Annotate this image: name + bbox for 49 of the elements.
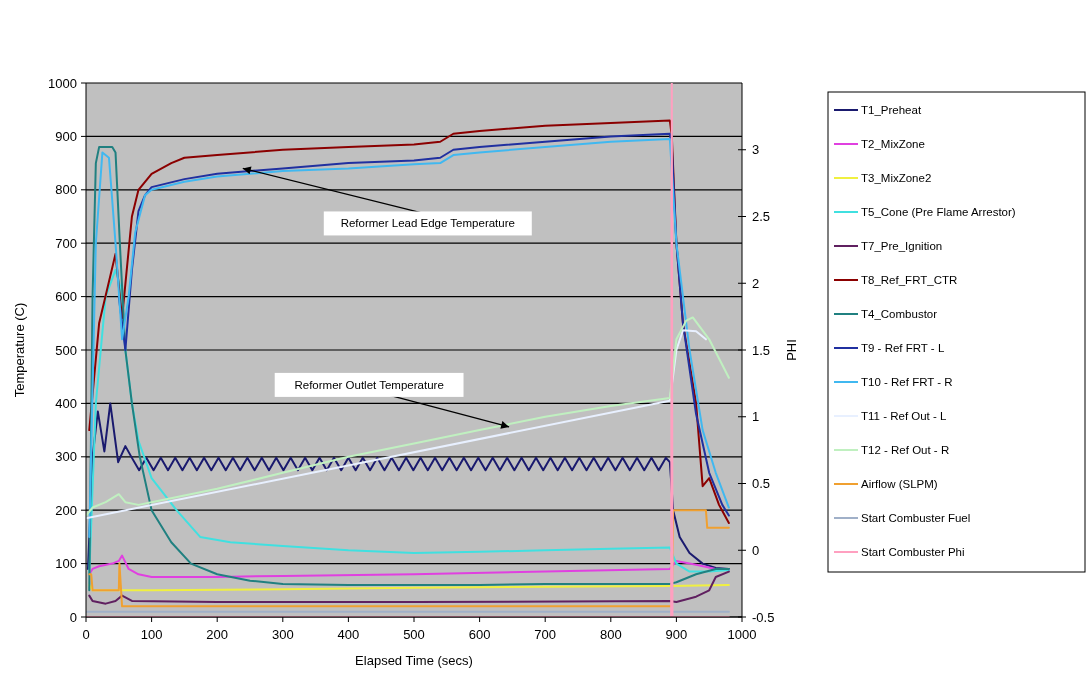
y2-tick-label: 0 [752,542,760,558]
x-tick-label: 1000 [727,627,757,642]
legend-label: T4_Combustor [861,308,938,320]
y2-tick-label: -0.5 [752,609,775,625]
legend-label: T9 - Ref FRT - L [861,342,945,354]
x-tick-label: 200 [206,627,229,642]
y-tick-label: 200 [55,502,77,518]
legend-label: T11 - Ref Out - L [861,410,948,422]
legend-label: Start Combuster Phi [861,546,965,558]
legend-label: T7_Pre_Ignition [861,240,943,252]
y-tick-label: 900 [55,128,77,144]
y2-tick-label: 2.5 [752,209,771,224]
legend-label: T3_MixZone2 [861,172,932,184]
y-tick-label: 100 [55,556,77,572]
x-tick-label: 100 [140,627,163,642]
legend-label: T1_Preheat [861,104,922,116]
annotation: Reformer Lead Edge Temperature [340,217,515,230]
y-tick-label: 700 [55,235,77,251]
legend-label: T2_MixZone [861,138,925,150]
y-tick-label: 600 [55,289,77,305]
x-tick-label: 500 [403,627,425,642]
y-tick-label: 300 [55,449,77,465]
y-tick-label: 400 [55,395,77,411]
y2-tick-label: 0.5 [752,476,771,491]
x-tick-label: 600 [468,627,491,642]
annotation: Reformer Outlet Temperature [294,378,444,391]
x-tick-label: 0 [82,627,90,642]
y2-axis-title: PHI [784,339,799,361]
y2-tick-label: 1 [752,409,760,425]
legend-label: T10 - Ref FRT - R [861,376,953,388]
x-axis-title: Elapsed Time (secs) [355,653,473,668]
y-tick-label: 0 [69,609,77,625]
legend-label: Start Combuster Fuel [861,512,971,524]
y-tick-label: 800 [55,182,77,198]
x-tick-label: 400 [337,627,360,642]
x-tick-label: 700 [534,627,557,642]
legend-label: T12 - Ref Out - R [861,444,950,456]
y2-tick-label: 1.5 [752,342,771,358]
y2-tick-label: 2 [752,275,760,291]
y2-tick-label: 3 [752,142,760,158]
y-tick-label: 1000 [48,75,77,91]
x-tick-label: 900 [665,627,688,642]
legend-label: Airflow (SLPM) [861,478,938,490]
y-tick-label: 500 [55,342,77,358]
legend-label: T8_Ref_FRT_CTR [861,274,958,286]
legend-label: T5_Cone (Pre Flame Arrestor) [861,206,1016,218]
x-tick-label: 300 [271,627,294,642]
x-tick-label: 800 [599,627,622,642]
y-axis-title: Temperature (C) [12,302,27,398]
